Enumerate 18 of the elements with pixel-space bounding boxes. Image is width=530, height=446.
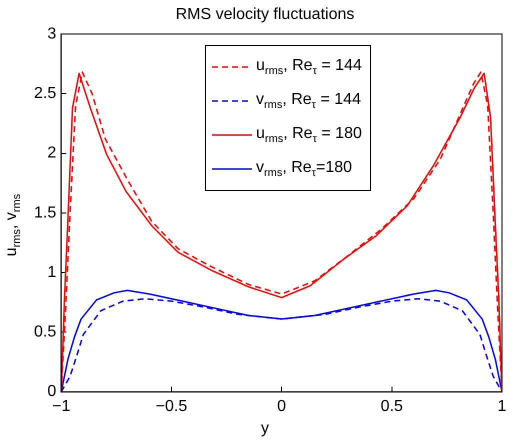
x-tick-label: 0 (277, 398, 286, 415)
y-tick-label: 2 (47, 144, 56, 162)
legend-label: u$_{rms}$, Re$_{τ}$ = 180 (256, 124, 362, 146)
x-tick-label: −1 (52, 398, 70, 415)
legend-label: v$_{rms}$, Re$_{τ}$ = 144 (256, 90, 361, 112)
y-tick-label: 2.5 (34, 85, 56, 102)
y-tick-label: 1 (47, 264, 56, 281)
y-tick-label: 3 (47, 25, 56, 42)
x-axis-title: y (260, 420, 270, 438)
chart-title: RMS velocity fluctuations (174, 6, 356, 24)
y-tick-label: 0.5 (34, 324, 56, 341)
y-tick-label: 0 (47, 383, 56, 400)
legend-label: u$_{rms}$, Re$_{τ}$ = 144 (256, 56, 362, 78)
x-tick-label: 0.5 (380, 398, 404, 415)
y-tick-label: 1.5 (34, 204, 56, 222)
x-tick-label: 1 (498, 398, 507, 415)
legend-label: v$_{rms}$, Re$_{τ}$=180 (256, 158, 352, 180)
x-tick-label: −0.5 (156, 398, 188, 415)
